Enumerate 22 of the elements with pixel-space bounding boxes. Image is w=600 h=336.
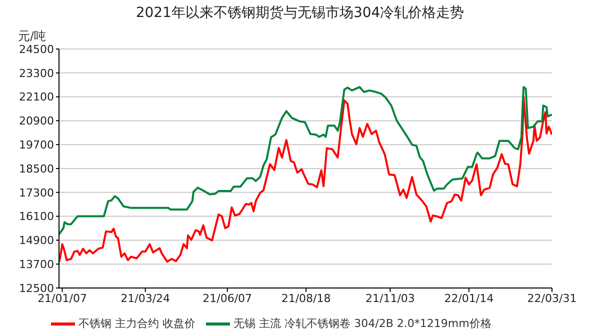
y-tick-label: 18500 <box>19 162 54 176</box>
x-tick-label: 21/03/24 <box>120 292 170 305</box>
chart-title: 2021年以来不锈钢期货与无锡市场304冷轧价格走势 <box>134 4 466 22</box>
legend-label: 无锡 主流 冷轧不锈钢卷 304/2B 2.0*1219mm价格 <box>234 317 492 330</box>
y-axis-title: 元/吨 <box>18 28 46 44</box>
x-tick-label: 21/06/07 <box>202 292 252 305</box>
y-tick-label: 23300 <box>19 66 54 80</box>
x-tick-label: 22/01/14 <box>444 292 494 305</box>
y-tick-label: 13700 <box>19 258 54 272</box>
line-series <box>59 86 552 236</box>
line-series <box>59 96 552 264</box>
y-tick-label: 24500 <box>19 42 54 56</box>
x-tick-label: 22/03/31 <box>527 292 577 305</box>
y-tick-label: 19700 <box>19 138 54 152</box>
x-tick-label: 21/11/03 <box>366 292 415 305</box>
y-tick-label: 14900 <box>19 234 54 248</box>
y-tick-label: 17300 <box>19 186 54 200</box>
legend-label: 不锈钢 主力合约 收盘价 <box>78 317 196 330</box>
x-tick-label: 21/08/18 <box>281 292 331 305</box>
y-tick-label: 20900 <box>19 114 54 128</box>
y-tick-label: 22100 <box>19 90 54 104</box>
y-tick-label: 16100 <box>19 210 54 224</box>
